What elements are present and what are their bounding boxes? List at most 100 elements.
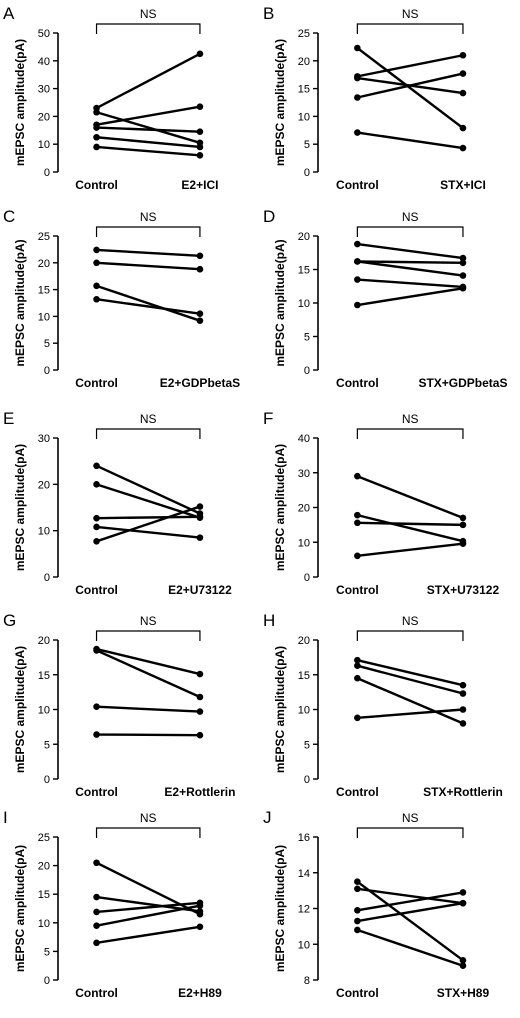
series-line — [96, 525, 201, 539]
series-line — [357, 72, 464, 99]
y-tick-label: 10 — [38, 918, 50, 930]
data-point — [196, 908, 204, 915]
data-point — [459, 284, 467, 292]
y-tick-label: 20 — [298, 503, 310, 515]
data-point — [196, 317, 204, 324]
y-tick-label: 20 — [298, 56, 310, 68]
data-point — [354, 656, 361, 664]
series-line — [96, 261, 201, 271]
series-1 — [354, 878, 467, 964]
data-point — [196, 731, 204, 739]
significance-label: NS — [140, 412, 157, 426]
y-axis-label: mEPSC amplitude(pA) — [13, 845, 27, 972]
significance-bracket — [356, 630, 464, 641]
series-5 — [354, 926, 467, 969]
series-2 — [354, 511, 467, 545]
y-tick-label: 40 — [38, 56, 50, 68]
data-point — [93, 939, 100, 947]
panel-letter: I — [3, 808, 8, 827]
data-point — [93, 124, 100, 131]
series-4 — [354, 706, 467, 722]
panel-b: B 0 5 10 15 20 25 mEPSC amplitude(pA) Control STX… — [263, 4, 486, 192]
y-tick-label: 20 — [38, 479, 50, 491]
significance-bracket — [95, 23, 201, 34]
y-tick-label: 0 — [304, 167, 310, 179]
series-4 — [93, 902, 204, 929]
data-point — [354, 519, 361, 527]
data-point — [93, 295, 100, 303]
data-point — [196, 310, 204, 318]
panel-letter: G — [3, 611, 16, 630]
significance-bracket — [356, 428, 464, 439]
y-tick-label: 5 — [44, 739, 50, 751]
y-tick-label: 5 — [304, 332, 310, 344]
series-line — [357, 260, 464, 277]
series-line — [96, 649, 201, 699]
y-tick-label: 10 — [298, 537, 310, 549]
series-4 — [93, 295, 204, 318]
series-line — [96, 705, 200, 713]
x-tick-label: Control — [75, 986, 118, 1000]
y-tick-label: 20 — [38, 258, 50, 270]
y-tick-label: 10 — [298, 298, 310, 310]
series-line — [357, 708, 464, 720]
data-point — [196, 513, 204, 521]
data-point — [354, 511, 361, 519]
y-tick-label: 0 — [44, 365, 50, 377]
data-point — [459, 540, 467, 547]
series-1 — [354, 656, 467, 689]
y-tick-label: 5 — [304, 139, 310, 151]
panel-g: G 0 5 10 15 20 mEPSC amplitude(pA) Control E2+Ro… — [3, 611, 235, 799]
series-4 — [354, 276, 467, 291]
series-line — [356, 880, 464, 962]
significance-bracket — [95, 630, 201, 641]
series-line — [96, 904, 201, 927]
significance-bracket — [356, 23, 464, 34]
panel-letter: H — [263, 611, 275, 630]
data-point — [354, 276, 361, 283]
y-tick-label: 14 — [298, 868, 310, 880]
series-3 — [93, 703, 204, 715]
data-point — [459, 521, 467, 529]
panel-letter: A — [3, 4, 15, 23]
data-point — [93, 922, 100, 929]
y-axis-label: mEPSC amplitude(pA) — [13, 646, 27, 773]
data-point — [93, 908, 100, 916]
data-point — [459, 706, 467, 713]
y-tick-label: 20 — [38, 111, 50, 123]
data-point — [354, 714, 361, 722]
series-line — [357, 287, 464, 307]
x-tick-label: STX+GDPbetaS — [418, 376, 507, 390]
series-line — [96, 647, 201, 676]
data-point — [459, 957, 467, 964]
data-point — [459, 899, 467, 907]
series-4 — [354, 540, 467, 560]
series-line — [96, 464, 201, 515]
series-2 — [354, 662, 467, 697]
data-point — [93, 703, 100, 711]
series-3 — [354, 519, 467, 529]
data-point — [196, 152, 204, 159]
series-1 — [354, 240, 467, 262]
data-point — [196, 50, 204, 58]
series-line — [96, 861, 201, 916]
y-tick-label: 15 — [298, 670, 310, 682]
data-point — [196, 503, 204, 510]
panel-c: C 0 5 10 15 20 25 mEPSC amplitude(pA) Control E2+… — [3, 207, 240, 390]
series-4 — [93, 523, 204, 541]
x-tick-label: E2+ICI — [181, 178, 218, 192]
panel-j: J 8 10 12 14 16 mEPSC amplitude(pA) Control STX+… — [263, 808, 489, 1000]
data-point — [93, 143, 100, 151]
x-tick-label: E2+U73122 — [168, 583, 232, 597]
y-tick-label: 15 — [298, 265, 310, 277]
panel-h: H 0 5 10 15 20 mEPSC amplitude(pA) Control STX+R… — [263, 611, 503, 799]
y-tick-label: 20 — [38, 635, 50, 647]
x-tick-label: Control — [75, 785, 118, 799]
y-tick-label: 30 — [38, 84, 50, 96]
series-3 — [93, 513, 204, 522]
series-line — [357, 260, 463, 264]
series-4 — [93, 731, 204, 739]
series-3 — [93, 282, 204, 324]
y-tick-label: 0 — [44, 774, 50, 786]
